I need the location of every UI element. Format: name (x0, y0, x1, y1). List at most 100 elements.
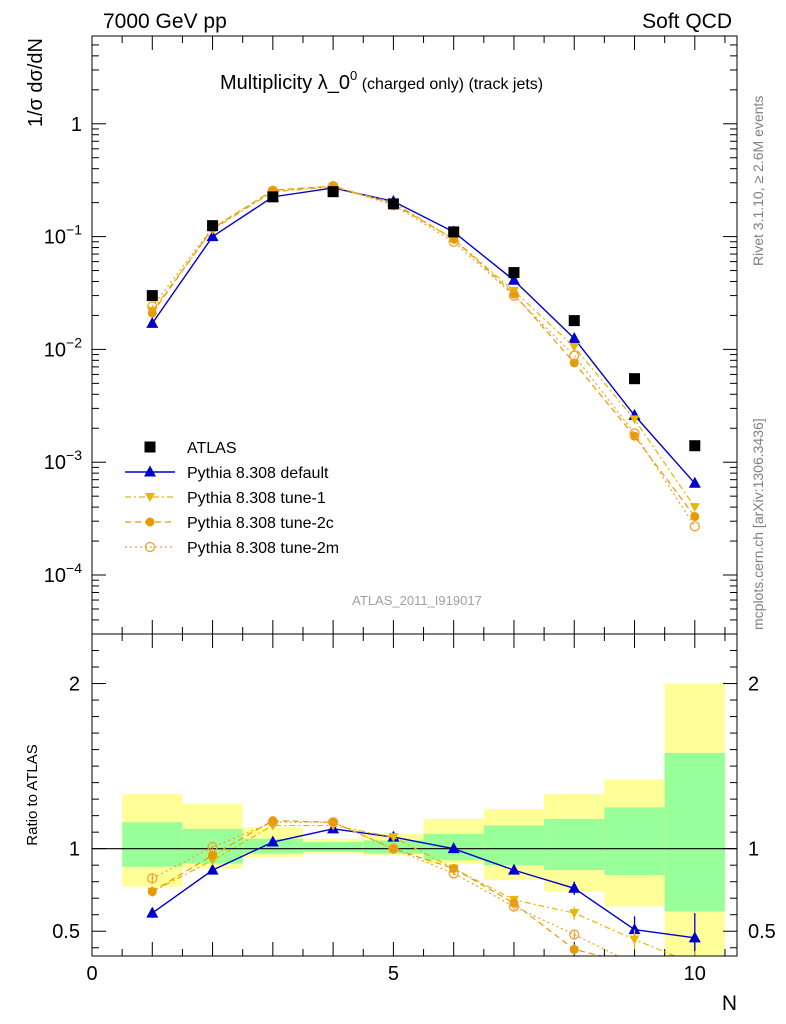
ratio-point (388, 843, 399, 854)
legend-label: Pythia 8.308 tune-2c (187, 515, 334, 532)
legend-marker (145, 517, 155, 527)
series-point (206, 230, 219, 242)
series-line (151, 187, 696, 484)
main-axis-ticks: 10−4 10−3 10−2 10−1 1 (44, 35, 737, 635)
legend-entry: Pythia 8.308 tune-2m (125, 540, 339, 557)
ratio-tick-label: 0.5 (52, 921, 80, 943)
ratio-line (152, 821, 620, 956)
data-point (629, 373, 641, 385)
legend-entry: Pythia 8.308 tune-2c (125, 515, 334, 532)
legend-label: ATLAS (187, 440, 237, 457)
ratio-y-axis-label: Ratio to ATLAS (24, 744, 41, 845)
data-point (568, 315, 580, 327)
legend-marker (144, 541, 156, 553)
category-label: Soft QCD (642, 10, 732, 33)
ratio-tick-label-right: 0.5 (748, 921, 776, 943)
legend-label: Pythia 8.308 default (187, 465, 329, 482)
series-point (629, 428, 640, 439)
ratio-line (151, 828, 695, 939)
data-point (267, 191, 279, 203)
ratio-point (266, 835, 279, 847)
ratio-band-inner (122, 822, 183, 867)
ratio-panel-frame (91, 633, 738, 957)
ratio-point (629, 935, 640, 945)
ratio-line (152, 824, 677, 956)
rivet-label: Rivet 3.1.10, ≥ 2.6M events (750, 96, 766, 266)
ratio-point (569, 909, 580, 919)
y-tick-label: 10−3 (44, 447, 82, 474)
ratio-band-inner (483, 825, 545, 866)
series-point (630, 431, 640, 441)
series-point (568, 331, 581, 343)
y-tick-label: 10−2 (44, 334, 82, 361)
data-point (207, 220, 219, 232)
ratio-point (206, 863, 219, 875)
ratio-band-inner (544, 818, 605, 871)
data-point (448, 226, 460, 238)
series-line (151, 185, 696, 517)
series-point (688, 476, 701, 488)
ratio-point (568, 881, 581, 893)
ratio-tick-label-right: 1 (748, 839, 759, 861)
ratio-band-inner (302, 842, 364, 852)
y-tick-label: 1 (71, 114, 82, 136)
ratio-point (628, 923, 641, 935)
ratio-point (147, 873, 158, 884)
series-point (569, 343, 580, 353)
legend-label: Pythia 8.308 tune-2m (187, 540, 339, 557)
ratio-point (447, 842, 460, 854)
ratio-point (448, 868, 459, 879)
series-2 (147, 183, 700, 513)
data-point (508, 267, 520, 279)
ratio-point (630, 960, 639, 969)
atlas-data (146, 186, 701, 452)
y-tick-label: 10−4 (44, 560, 82, 587)
ratio-point (146, 906, 159, 918)
series-line (151, 186, 696, 508)
ratio-point (327, 817, 339, 828)
ratio-tick-label: 2 (69, 674, 80, 696)
legend-entry: Pythia 8.308 default (125, 465, 329, 482)
series-point (569, 350, 580, 361)
y-axis-label: 1/σ dσ/dN (25, 38, 47, 127)
legend-entry: Pythia 8.308 tune-1 (125, 490, 326, 507)
x-axis-label: N (722, 992, 737, 1015)
legend-marker (145, 493, 155, 502)
series-point (689, 521, 700, 532)
ratio-uncertainty-bands (122, 683, 725, 956)
series-point (507, 273, 520, 285)
series-point (569, 358, 579, 368)
analysis-id: ATLAS_2011_I919017 (352, 593, 482, 608)
series-point (508, 290, 520, 301)
legend-entry: ATLAS (144, 440, 237, 457)
ratio-tick-label: 1 (69, 839, 80, 861)
series-point (689, 503, 700, 513)
ratio-point (267, 817, 278, 828)
ratio-point (630, 960, 639, 969)
ratio-line (151, 819, 604, 956)
ratio-point (208, 850, 218, 860)
legend-marker (144, 441, 156, 453)
x-tick-label: 0 (86, 963, 97, 985)
legend-label: Pythia 8.308 tune-1 (187, 490, 326, 507)
ratio-band-inner (664, 752, 725, 912)
energy-label: 7000 GeV pp (103, 10, 227, 33)
series-point (146, 316, 159, 328)
data-point (146, 290, 158, 302)
ratio-tick-label-right: 2 (748, 674, 759, 696)
x-tick-label: 10 (684, 963, 706, 985)
data-point (387, 198, 399, 210)
ratio-point (569, 929, 580, 940)
mcplots-label: mcplots.cern.ch [arXiv:1306.3436] (750, 418, 766, 630)
legend-marker (144, 465, 156, 477)
ratio-point (507, 863, 520, 875)
series-point (147, 301, 158, 312)
ratio-point (147, 887, 157, 897)
legend: ATLAS Pythia 8.308 default Pythia 8.308 tu… (125, 440, 339, 557)
ratio-series (146, 816, 701, 969)
main-series (146, 180, 701, 532)
y-tick-label: 10−1 (44, 222, 82, 249)
ratio-band-inner (604, 807, 665, 876)
data-point (327, 186, 339, 198)
